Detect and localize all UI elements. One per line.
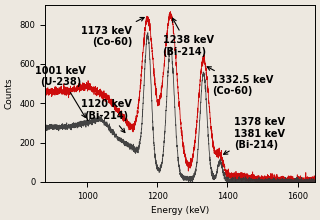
Text: 1332.5 keV
(Co-60): 1332.5 keV (Co-60) [207,67,273,96]
Text: 1120 keV
(Bi-214): 1120 keV (Bi-214) [81,99,132,132]
Text: 1001 keV
(U-238): 1001 keV (U-238) [36,66,86,117]
X-axis label: Energy (keV): Energy (keV) [151,206,209,215]
Text: 1173 keV
(Co-60): 1173 keV (Co-60) [81,17,144,47]
Text: 1378 keV
1381 keV
(Bi-214): 1378 keV 1381 keV (Bi-214) [224,117,285,154]
Y-axis label: Counts: Counts [5,78,14,109]
Text: 1238 keV
(Bi-214): 1238 keV (Bi-214) [163,18,213,57]
